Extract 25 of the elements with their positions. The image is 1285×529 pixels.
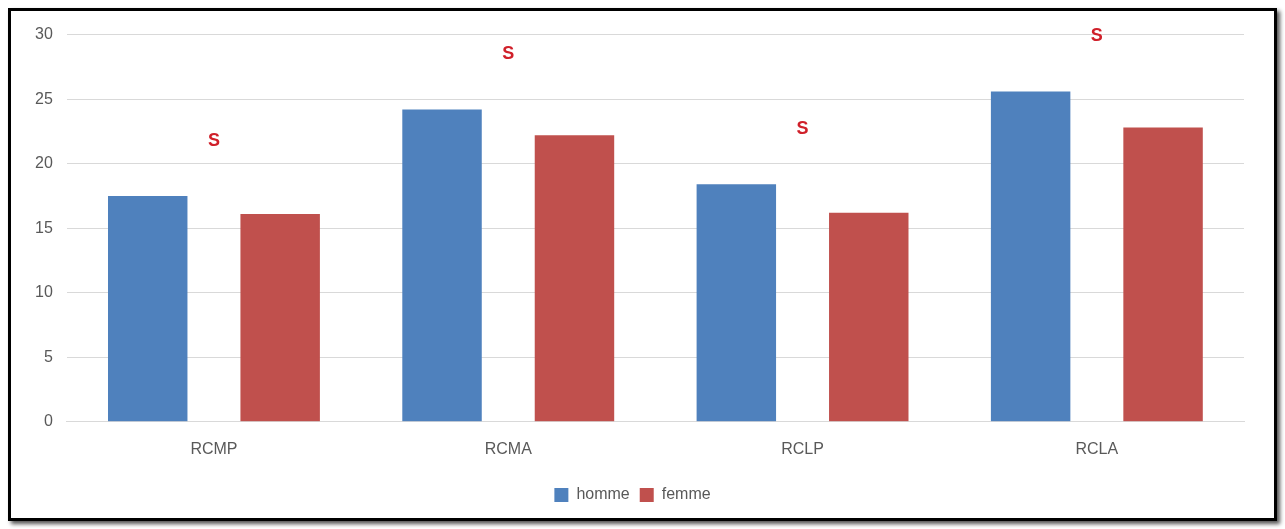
bar (696, 184, 777, 422)
annotation: S (1090, 25, 1103, 46)
annotation: S (207, 129, 220, 150)
bar (990, 91, 1071, 422)
bar (1123, 127, 1203, 422)
y-tick-label: 10 (35, 283, 53, 301)
x-tick-label: RCLA (1075, 439, 1119, 457)
bar (402, 109, 482, 422)
y-tick-label: 15 (35, 218, 53, 236)
bar (534, 135, 615, 422)
y-tick-label: 0 (43, 412, 53, 430)
x-tick-label: RCMA (484, 439, 533, 457)
bar (829, 212, 909, 422)
y-tick-label: 25 (35, 89, 53, 107)
annotation: S (796, 118, 809, 139)
legend-label: femme (661, 485, 711, 503)
y-tick-label: 20 (35, 154, 53, 172)
x-tick-label: RCMP (190, 439, 238, 457)
y-tick-label: 30 (35, 25, 53, 43)
bar (240, 214, 320, 422)
x-tick-label: RCLP (781, 439, 824, 457)
y-tick-label: 5 (43, 347, 53, 365)
legend-label: homme (576, 485, 630, 503)
bar (108, 195, 188, 422)
annotation: S (502, 43, 515, 64)
